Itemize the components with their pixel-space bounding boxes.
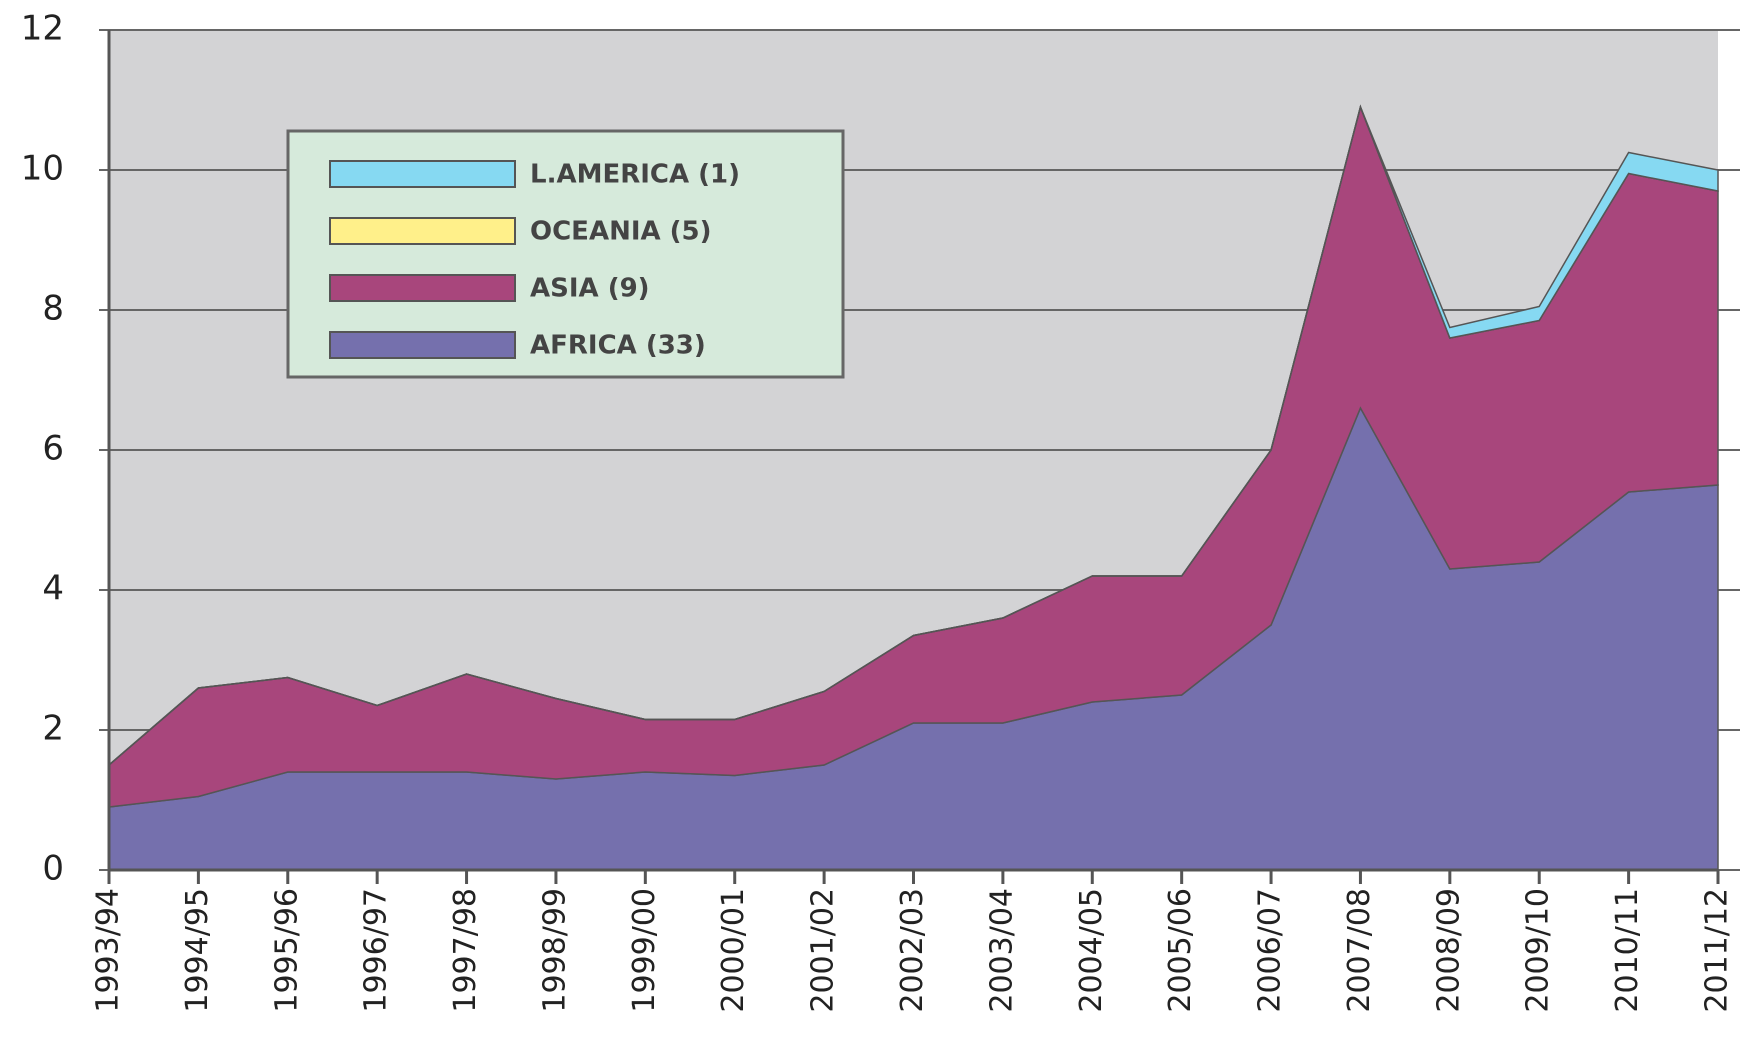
x-tick-label: 1996/97 bbox=[359, 888, 394, 1013]
legend-swatch bbox=[329, 331, 516, 359]
x-tick-label: 1995/96 bbox=[269, 888, 304, 1013]
y-tick-label: 8 bbox=[42, 289, 64, 329]
x-tick-label: 1999/00 bbox=[627, 888, 662, 1013]
x-tick-label: 2000/01 bbox=[716, 888, 751, 1013]
legend-label: ASIA (9) bbox=[530, 274, 650, 304]
x-tick-label: 2003/04 bbox=[984, 888, 1019, 1013]
x-tick-label: 2009/10 bbox=[1521, 888, 1556, 1013]
x-tick-label: 2004/05 bbox=[1074, 888, 1109, 1013]
y-tick-label: 10 bbox=[21, 149, 64, 189]
x-tick-label: 1994/95 bbox=[180, 888, 215, 1013]
x-tick-label: 2011/12 bbox=[1700, 888, 1735, 1013]
x-tick-label: 1997/98 bbox=[448, 888, 483, 1013]
x-tick-label: 1998/99 bbox=[537, 888, 572, 1013]
x-tick-label: 2010/11 bbox=[1610, 888, 1645, 1013]
x-tick-label: 2001/02 bbox=[806, 888, 841, 1013]
legend-label: OCEANIA (5) bbox=[530, 217, 712, 247]
legend-label: AFRICA (33) bbox=[530, 331, 706, 361]
y-tick-label: 4 bbox=[42, 569, 64, 609]
y-tick-label: 2 bbox=[42, 709, 64, 749]
x-tick-label: 1993/94 bbox=[91, 888, 126, 1013]
area bbox=[108, 104, 1719, 766]
legend-swatch bbox=[329, 160, 516, 188]
y-tick-label: 0 bbox=[42, 849, 64, 889]
legend-swatch bbox=[329, 217, 516, 245]
y-tick-label: 6 bbox=[42, 429, 64, 469]
x-tick-label: 2005/06 bbox=[1163, 888, 1198, 1013]
y-tick-label: 12 bbox=[21, 9, 64, 49]
x-tick-label: 2002/03 bbox=[895, 888, 930, 1013]
legend-swatch bbox=[329, 274, 516, 302]
x-tick-label: 2008/09 bbox=[1431, 888, 1466, 1013]
x-tick-label: 2006/07 bbox=[1253, 888, 1288, 1013]
x-tick-label: 2007/08 bbox=[1342, 888, 1377, 1013]
legend-label: L.AMERICA (1) bbox=[530, 160, 740, 190]
